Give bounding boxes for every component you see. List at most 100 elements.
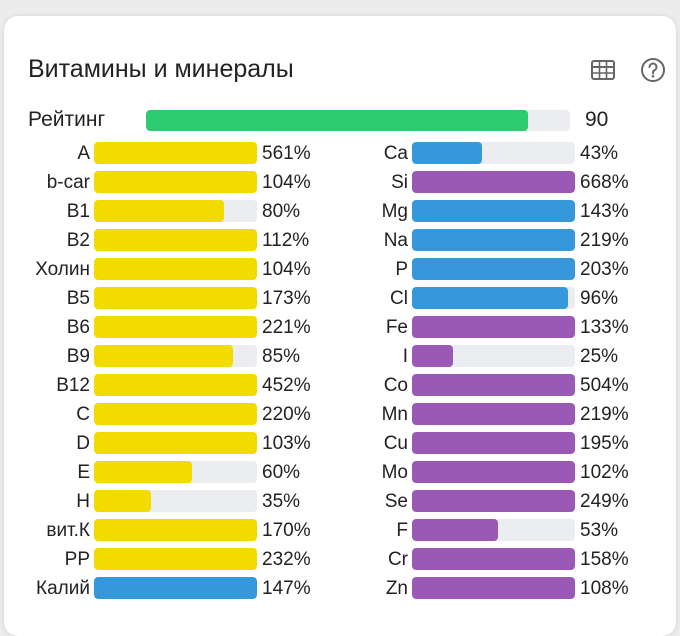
nutrient-label: Si (391, 172, 408, 193)
nutrient-bar (412, 142, 575, 164)
nutrient-bar-fill (412, 287, 569, 309)
nutrient-bar (412, 374, 575, 396)
nutrient-percent: 203% (580, 259, 629, 280)
nutrient-bar-fill (412, 374, 575, 396)
nutrient-row: B5 173% (0, 284, 340, 313)
rating-bar-fill (146, 110, 528, 131)
nutrient-row: Cl 96% (340, 284, 680, 313)
nutrient-percent: 158% (580, 549, 629, 570)
nutrient-bar (412, 345, 575, 367)
rating-value: 90 (585, 108, 609, 131)
nutrient-row: Ca 43% (340, 139, 680, 168)
nutrient-bar-fill (412, 171, 575, 193)
nutrient-bar-fill (412, 316, 575, 338)
nutrient-percent: 133% (580, 317, 629, 338)
nutrient-bar (94, 287, 257, 309)
nutrient-label: E (77, 462, 90, 483)
nutrient-bar (94, 171, 257, 193)
help-circle-icon[interactable] (639, 56, 667, 84)
nutrient-label: Co (383, 375, 408, 396)
nutrient-label: F (396, 520, 408, 541)
nutrient-row: A 561% (0, 139, 340, 168)
nutrient-bar (412, 229, 575, 251)
nutrient-percent: 232% (262, 549, 311, 570)
nutrient-label: Mg (381, 201, 408, 222)
nutrient-bar (412, 548, 575, 570)
nutrient-row: вит.К 170% (0, 516, 340, 545)
nutrient-row: Si 668% (340, 168, 680, 197)
nutrient-bar-fill (412, 432, 575, 454)
nutrient-bar-fill (412, 345, 453, 367)
minerals-column: Ca 43% Si 668% Mg 143% Na 219% P 203% Cl 96% Fe 133% I… (340, 139, 680, 603)
nutrient-row: C 220% (0, 400, 340, 429)
nutrient-label: Se (384, 491, 408, 512)
nutrient-percent: 221% (262, 317, 311, 338)
nutrient-bar (94, 577, 257, 599)
nutrient-bar-fill (94, 374, 257, 396)
nutrient-percent: 143% (580, 201, 629, 222)
nutrient-bar (94, 548, 257, 570)
nutrient-row: B2 112% (0, 226, 340, 255)
vitamins-column: A 561% b-car 104% B1 80% B2 112% Холин 104% B5 173%… (0, 139, 340, 603)
nutrient-row: B9 85% (0, 342, 340, 371)
nutrient-bar (94, 403, 257, 425)
nutrient-percent: 195% (580, 433, 629, 454)
nutrient-bar-fill (412, 403, 575, 425)
nutrient-percent: 668% (580, 172, 629, 193)
nutrient-label: PP (64, 549, 90, 570)
nutrient-label: B6 (66, 317, 90, 338)
nutrient-bar-fill (412, 229, 575, 251)
nutrient-percent: 80% (262, 201, 301, 222)
nutrient-bar-fill (412, 258, 575, 280)
nutrient-label: C (76, 404, 90, 425)
nutrient-bar-fill (412, 461, 575, 483)
nutrient-percent: 103% (262, 433, 311, 454)
nutrient-bar-fill (94, 316, 257, 338)
nutrient-label: Холин (35, 259, 90, 280)
nutrient-label: P (395, 259, 408, 280)
nutrient-bar-fill (94, 577, 257, 599)
nutrient-bar-fill (94, 490, 152, 512)
nutrient-bar (94, 200, 257, 222)
nutrient-percent: 220% (262, 404, 311, 425)
nutrient-bar-fill (412, 200, 575, 222)
nutrient-row: Co 504% (340, 371, 680, 400)
nutrient-row: B6 221% (0, 313, 340, 342)
nutrient-label: Fe (385, 317, 408, 338)
nutrient-row: Mo 102% (340, 458, 680, 487)
nutrient-bar (412, 316, 575, 338)
nutrient-percent: 452% (262, 375, 311, 396)
nutrient-row: Zn 108% (340, 574, 680, 603)
nutrient-percent: 112% (262, 230, 310, 251)
table-icon[interactable] (589, 56, 617, 84)
nutrient-row: Mg 143% (340, 197, 680, 226)
nutrient-row: Холин 104% (0, 255, 340, 284)
nutrient-label: B5 (66, 288, 90, 309)
rating-bar (146, 110, 570, 131)
nutrient-percent: 219% (580, 404, 629, 425)
nutrient-percent: 504% (580, 375, 629, 396)
nutrient-row: B12 452% (0, 371, 340, 400)
nutrient-label: Калий (36, 578, 90, 599)
nutrient-label: Mn (381, 404, 408, 425)
nutrient-label: Cr (387, 549, 408, 570)
nutrient-bar (412, 577, 575, 599)
nutrient-percent: 25% (580, 346, 619, 367)
card-title: Витамины и минералы (28, 55, 294, 83)
nutrient-bar (412, 287, 575, 309)
nutrient-percent: 170% (262, 520, 311, 541)
nutrient-label: H (76, 491, 90, 512)
nutrient-bar-fill (94, 229, 257, 251)
nutrient-bar-fill (412, 577, 575, 599)
nutrient-label: Cl (390, 288, 408, 309)
nutrient-percent: 173% (262, 288, 311, 309)
nutrient-bar (94, 374, 257, 396)
nutrient-label: Ca (383, 143, 408, 164)
nutrient-percent: 60% (262, 462, 301, 483)
nutrient-bar (94, 258, 257, 280)
nutrient-percent: 108% (580, 578, 629, 599)
nutrient-percent: 249% (580, 491, 629, 512)
nutrient-bar (412, 403, 575, 425)
nutrient-bar (94, 432, 257, 454)
nutrient-label: I (402, 346, 408, 367)
